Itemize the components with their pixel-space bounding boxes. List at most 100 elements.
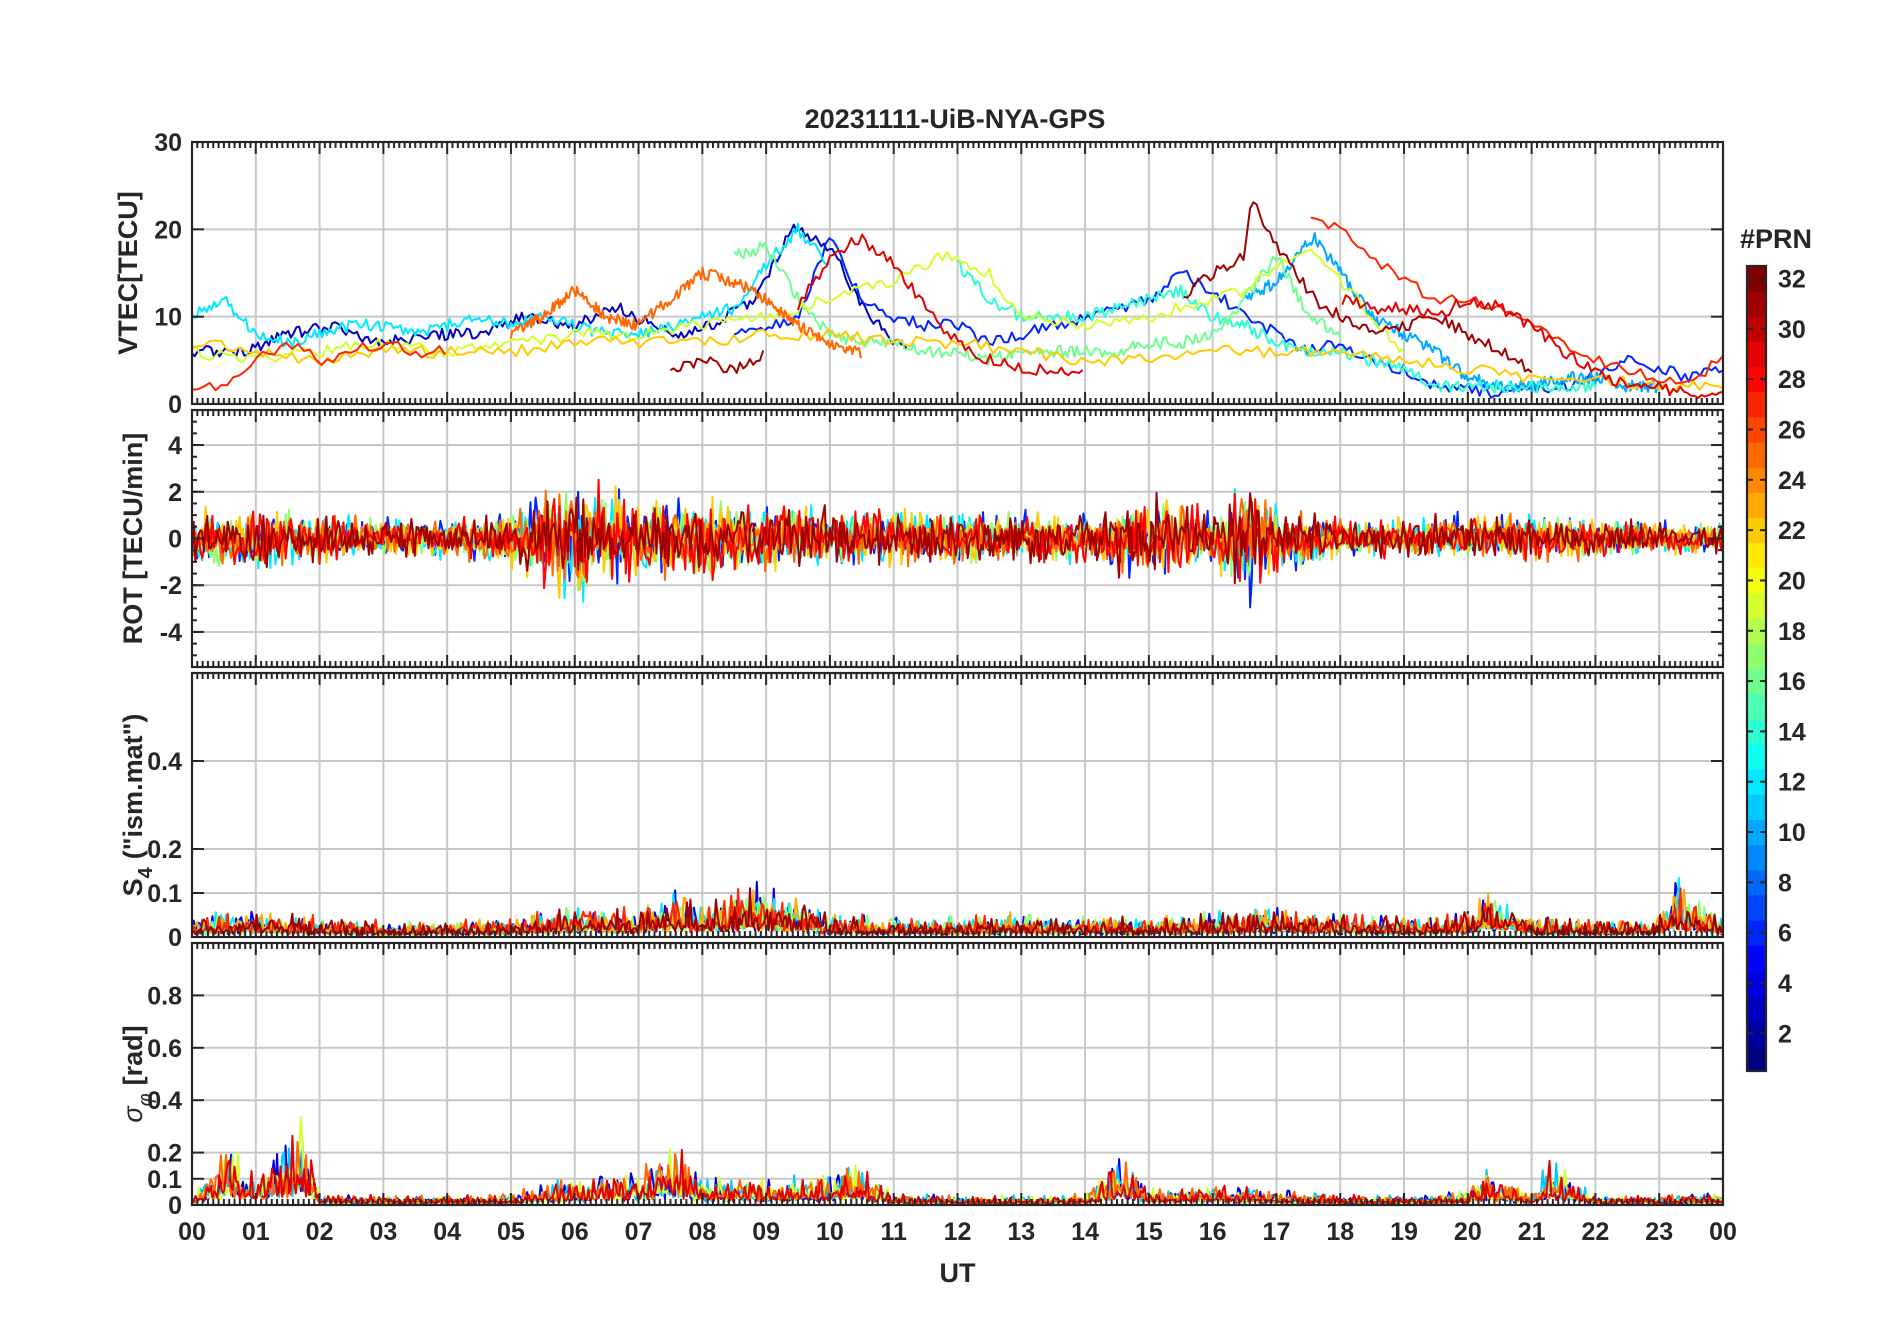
chart-title: 20231111-UiB-NYA-GPS bbox=[805, 104, 1106, 134]
colorbar-tick-label: 22 bbox=[1778, 517, 1806, 545]
colorbar-segment-prn-10 bbox=[1747, 819, 1766, 846]
x-tick-label: 16 bbox=[1199, 1218, 1227, 1246]
colorbar-tick-label: 14 bbox=[1778, 718, 1806, 746]
colorbar-tick-label: 30 bbox=[1778, 316, 1806, 344]
colorbar-segment-prn-2 bbox=[1747, 1020, 1766, 1047]
colorbar-segment-prn-16 bbox=[1747, 668, 1766, 695]
s4-ylabel-main: S bbox=[118, 878, 148, 896]
colorbar-tick-label: 32 bbox=[1778, 266, 1806, 294]
colorbar-segment-prn-14 bbox=[1747, 718, 1766, 745]
colorbar-tick-label: 10 bbox=[1778, 819, 1806, 847]
rot-trace-prn-31 bbox=[192, 491, 1723, 585]
colorbar-segment-prn-5 bbox=[1747, 945, 1766, 971]
colorbar-segment-prn-23 bbox=[1747, 492, 1766, 519]
vtec-ytick-label: 20 bbox=[154, 216, 182, 244]
x-tick-label: 01 bbox=[242, 1218, 270, 1246]
colorbar-segment-prn-29 bbox=[1747, 341, 1766, 368]
sigma-phi-panel: 00.10.2 0.4 0.6 0.8 00 01 02 03 04 05 06 07 08 09 10 11… bbox=[118, 941, 1737, 1288]
colorbar-segment-prn-27 bbox=[1747, 391, 1766, 418]
x-tick-label: 22 bbox=[1582, 1218, 1610, 1246]
colorbar-tick-label: 16 bbox=[1778, 668, 1806, 696]
sigma-phi-grid bbox=[192, 943, 1723, 1205]
sigma-phi-ylabel-sub: φ bbox=[135, 1093, 157, 1106]
colorbar-tick-label: 12 bbox=[1778, 769, 1806, 797]
x-tick-label: 00 bbox=[178, 1218, 206, 1246]
sigma-phi-ytick-label: 0.4 bbox=[147, 1087, 182, 1115]
colorbar-segment-prn-30 bbox=[1747, 316, 1766, 342]
sigma-phi-ytick-label: 0.6 bbox=[147, 1035, 182, 1063]
colorbar-frame bbox=[1745, 264, 1768, 1073]
rot-panel: -4 -2 0 2 4 ROT [TECU/min] bbox=[118, 408, 1725, 669]
colorbar-segment-prn-7 bbox=[1747, 894, 1766, 921]
x-tick-label: 19 bbox=[1390, 1218, 1418, 1246]
x-tick-label: 08 bbox=[688, 1218, 716, 1246]
x-tick-label: 14 bbox=[1071, 1218, 1099, 1246]
x-tick-label: 03 bbox=[369, 1218, 397, 1246]
vtec-ytick-label: 0 bbox=[168, 391, 182, 419]
sigma-phi-ytick-label: 0.2 bbox=[147, 1140, 182, 1168]
colorbar-segment-prn-18 bbox=[1747, 618, 1766, 644]
s4-ylabel-rest: ("ism.mat") bbox=[118, 714, 148, 860]
x-tick-label: 15 bbox=[1135, 1218, 1163, 1246]
colorbar-segment-prn-9 bbox=[1747, 844, 1766, 871]
s4-ytick-label: 0.1 bbox=[147, 880, 182, 908]
sigma-phi-ylabel-rest: [rad] bbox=[118, 1025, 148, 1085]
rot-ytick-label: -4 bbox=[160, 619, 182, 647]
sigma-phi-ylabel: σφ [rad] bbox=[118, 1025, 157, 1122]
colorbar-title: #PRN bbox=[1740, 224, 1812, 254]
colorbar-tick-label: 26 bbox=[1778, 417, 1806, 445]
rot-traces bbox=[192, 478, 1723, 609]
x-tick-label: 17 bbox=[1263, 1218, 1291, 1246]
x-tick-label: 09 bbox=[752, 1218, 780, 1246]
colorbar-segment-prn-11 bbox=[1747, 794, 1766, 820]
s4-grid bbox=[192, 673, 1723, 937]
colorbar-segment-prn-25 bbox=[1747, 442, 1766, 468]
colorbar-segment-prn-28 bbox=[1747, 366, 1766, 393]
s4-ytick-label: 0.2 bbox=[147, 836, 182, 864]
s4-panel: 0 0.1 0.2 0.4 S4 ("ism.mat") bbox=[118, 671, 1725, 952]
vtec-ytick-label: 30 bbox=[154, 129, 182, 157]
rot-ytick-label: 2 bbox=[168, 479, 182, 507]
colorbar-segment-prn-19 bbox=[1747, 593, 1766, 619]
x-tick-label: 12 bbox=[944, 1218, 972, 1246]
colorbar-segment-prn-32 bbox=[1747, 266, 1766, 292]
vtec-ticks: 0 10 20 30 bbox=[154, 129, 1724, 419]
s4-ylabel: S4 ("ism.mat") bbox=[118, 714, 157, 897]
colorbar-segment-prn-22 bbox=[1747, 517, 1766, 544]
s4-ylabel-sub: 4 bbox=[135, 866, 157, 878]
x-tick-label: 21 bbox=[1518, 1218, 1546, 1246]
vtec-grid bbox=[192, 142, 1723, 404]
s4-ticks: 0 0.1 0.2 0.4 bbox=[147, 673, 1724, 952]
colorbar-segment-prn-4 bbox=[1747, 970, 1766, 997]
vtec-trace-prn-3 bbox=[192, 223, 908, 359]
colorbar-tick-label: 28 bbox=[1778, 366, 1806, 394]
colorbar-segment-prn-24 bbox=[1747, 467, 1766, 493]
vtec-trace-prn-27 bbox=[192, 216, 1723, 392]
vtec-trace-prn-6 bbox=[733, 237, 1723, 399]
vtec-trace-prn-29 bbox=[797, 233, 1723, 399]
colorbar-segment-prn-12 bbox=[1747, 769, 1766, 795]
vtec-panel: 0 10 20 30 VTEC[TECU] bbox=[113, 129, 1725, 419]
colorbar-segment-prn-26 bbox=[1747, 416, 1766, 443]
colorbar-tick-label: 6 bbox=[1778, 920, 1792, 948]
vtec-trace-prn-12 bbox=[192, 222, 831, 348]
colorbar-segment-prn-21 bbox=[1747, 542, 1766, 569]
colorbar-segment-prn-13 bbox=[1747, 743, 1766, 770]
vtec-trace-prn-31 bbox=[669, 201, 1533, 374]
vtec-trace-prn-22 bbox=[192, 328, 1723, 394]
colorbar-tick-label: 4 bbox=[1778, 970, 1792, 998]
s4-ytick-label: 0.4 bbox=[147, 748, 182, 776]
vtec-trace-prn-25 bbox=[510, 266, 862, 359]
colorbar-segment-prn-20 bbox=[1747, 567, 1766, 594]
colorbar-tick-label: 8 bbox=[1778, 869, 1792, 897]
sigma-phi-ytick-label: 0 bbox=[168, 1192, 182, 1220]
colorbar-segment-prn-8 bbox=[1747, 869, 1766, 896]
colorbar-segment-prn-15 bbox=[1747, 693, 1766, 720]
vtec-ylabel: VTEC[TECU] bbox=[113, 191, 143, 355]
colorbar-tick-label: 2 bbox=[1778, 1020, 1792, 1048]
colorbar-segment-prn-31 bbox=[1747, 291, 1766, 317]
x-axis-label: UT bbox=[940, 1258, 976, 1288]
sigma-phi-ytick-label: 0.1 bbox=[147, 1166, 182, 1194]
